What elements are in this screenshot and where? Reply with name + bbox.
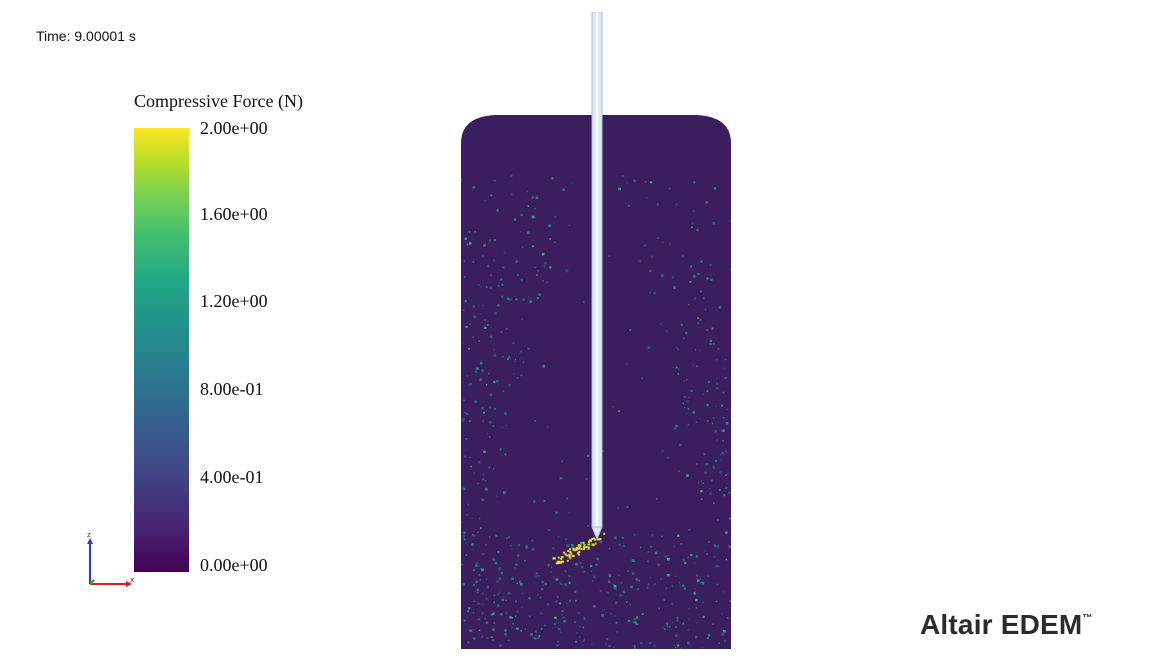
colorbar-tick-label: 0.00e+00 (200, 555, 268, 575)
colorbar-tick-label: 4.00e-01 (200, 467, 264, 487)
colorbar-tick-label: 1.60e+00 (200, 204, 268, 224)
penetrometer-probe (591, 12, 603, 540)
force-chain-particles (461, 174, 731, 649)
colorbar (134, 128, 189, 572)
colorbar-tick-label: 2.00e+00 (200, 118, 268, 138)
brand-name: Altair EDEM (920, 609, 1083, 640)
colorbar-tick-label: 8.00e-01 (200, 379, 264, 399)
brand-trademark: ™ (1082, 613, 1093, 624)
axes-triad-icon: x z (87, 532, 134, 587)
axis-x-label: x (130, 576, 134, 584)
colorbar-tick-label: 1.20e+00 (200, 291, 268, 311)
legend-title: Compressive Force (N) (134, 91, 303, 111)
altair-edem-logo: Altair EDEM™ (920, 609, 1093, 641)
axis-z-label: z (87, 532, 91, 539)
time-readout: Time: 9.00001 s (36, 28, 136, 44)
